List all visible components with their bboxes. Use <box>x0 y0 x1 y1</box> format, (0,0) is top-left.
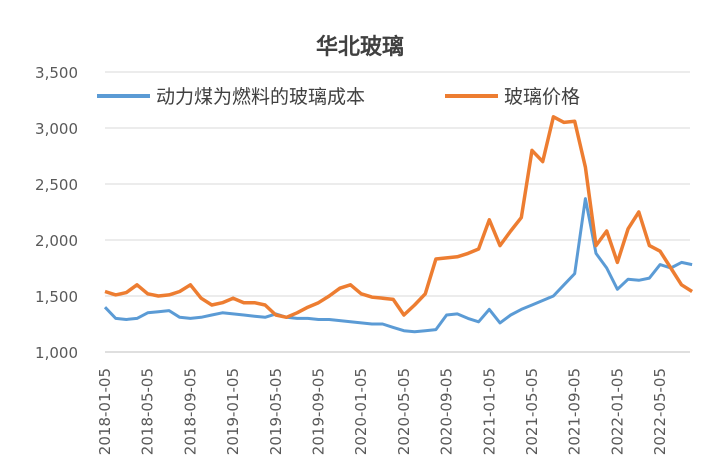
x-tick-label: 2021-05-05 <box>523 368 541 455</box>
x-tick-label: 2018-05-05 <box>139 368 157 455</box>
legend-label-cost: 动力煤为燃料的玻璃成本 <box>156 86 365 108</box>
y-tick-label: 3,500 <box>35 64 78 82</box>
x-tick-label: 2022-05-05 <box>651 368 669 455</box>
y-tick-label: 2,000 <box>35 232 78 250</box>
y-tick-label: 1,500 <box>35 288 78 306</box>
series-lines <box>103 115 694 334</box>
chart-title: 华北玻璃 <box>316 34 404 60</box>
x-tick-label: 2021-09-05 <box>566 368 584 455</box>
y-tick-label: 3,000 <box>35 120 78 138</box>
series-line-cost <box>103 197 693 334</box>
x-tick-label: 2018-09-05 <box>181 368 199 455</box>
x-axis: 2018-01-05 2018-05-05 2018-09-05 2019-01-05… <box>96 351 690 455</box>
x-tick-label: 2019-05-05 <box>267 368 285 455</box>
x-tick-label: 2021-01-05 <box>480 368 498 455</box>
x-tick-label: 2022-01-05 <box>608 368 626 455</box>
x-tick-label: 2019-01-05 <box>224 368 242 455</box>
y-axis: 1,000 1,500 2,000 2,500 3,000 3,500 <box>35 64 78 362</box>
x-tick-label: 2019-09-05 <box>310 368 328 455</box>
gridlines <box>105 71 690 353</box>
y-tick-label: 1,000 <box>35 344 78 362</box>
x-tick-label: 2020-01-05 <box>352 368 370 455</box>
y-tick-label: 2,500 <box>35 176 78 194</box>
x-tick-label: 2018-01-05 <box>96 368 114 455</box>
legend: 动力煤为燃料的玻璃成本 玻璃价格 <box>97 86 580 108</box>
x-tick-label: 2020-09-05 <box>438 368 456 455</box>
series-line-price <box>104 115 694 320</box>
x-tick-label: 2020-05-05 <box>395 368 413 455</box>
legend-label-price: 玻璃价格 <box>504 86 580 108</box>
